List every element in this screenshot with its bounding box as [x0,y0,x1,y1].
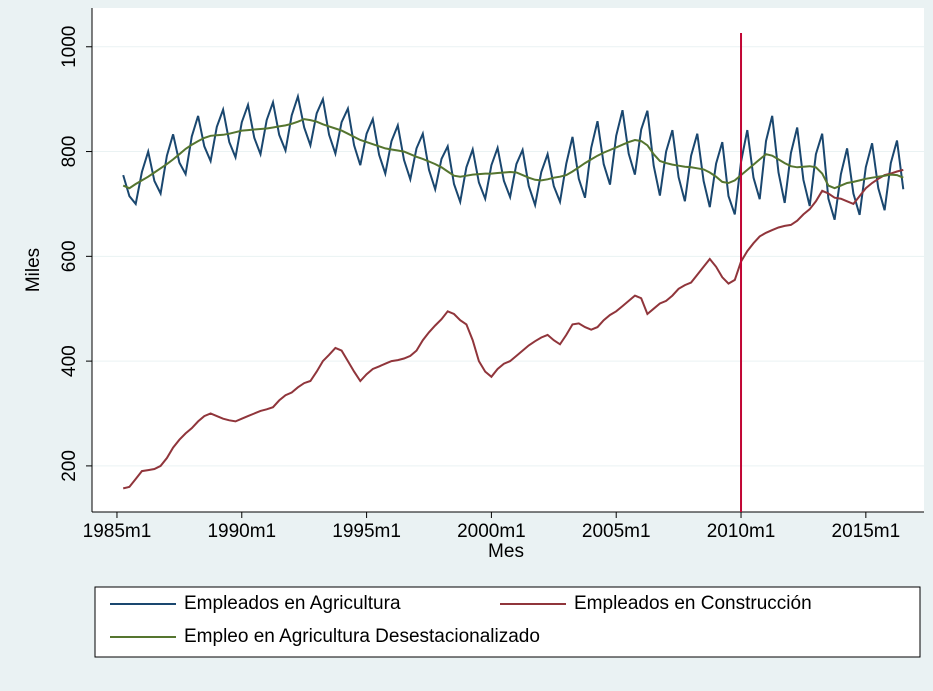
y-tick-label: 600 [59,240,80,272]
legend-label: Empleados en Construcción [574,593,812,614]
x-tick-label: 2010m1 [707,521,776,542]
x-tick-label: 2005m1 [582,521,651,542]
plot-area [92,8,924,512]
series-line [122,118,904,190]
x-tick-label: 2000m1 [457,521,526,542]
series-line [122,168,904,490]
y-tick-label: 200 [59,450,80,482]
series-line [122,92,905,220]
x-axis-title: Mes [488,541,524,562]
y-axis-title: Miles [23,248,44,292]
x-tick-label: 1995m1 [332,521,401,542]
legend-label: Empleados en Agricultura [184,593,401,614]
legend-box [94,586,921,658]
x-tick-label: 1985m1 [83,521,152,542]
y-tick-label: 800 [59,136,80,168]
x-tick-label: 1990m1 [207,521,276,542]
y-tick-label: 400 [59,345,80,377]
y-tick-label: 1000 [59,26,80,68]
legend-label: Empleo en Agricultura Desestacionalizado [184,626,540,647]
x-tick-label: 2015m1 [832,521,901,542]
